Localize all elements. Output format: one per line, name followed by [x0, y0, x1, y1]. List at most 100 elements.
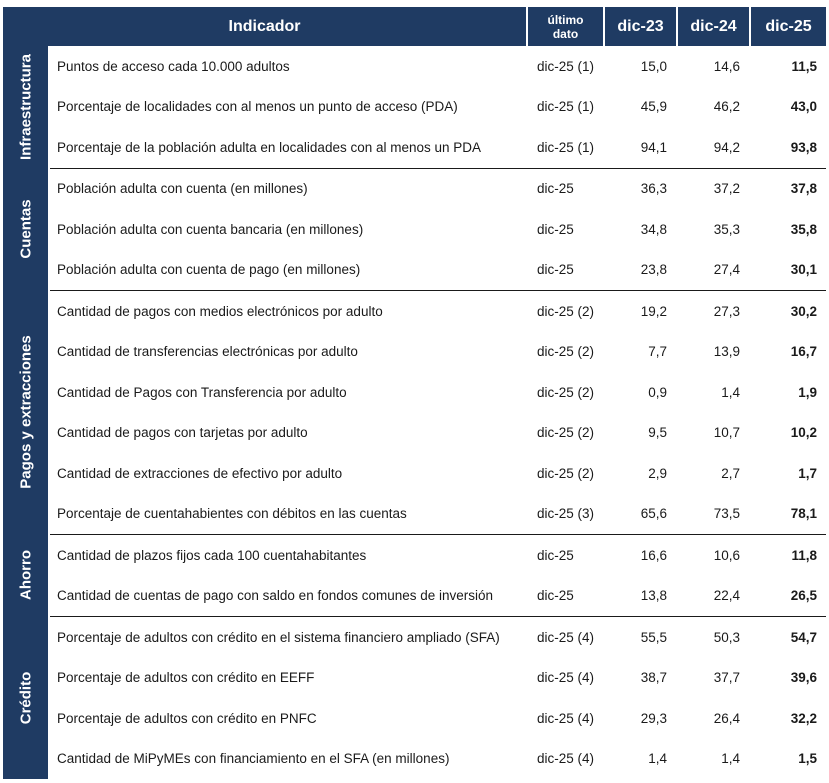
- value-dic-25: 26,5: [790, 588, 818, 604]
- value-dic-25: 1,7: [798, 465, 818, 481]
- last-data-value: dic-25: [528, 167, 606, 210]
- value-dic-24: 73,5: [713, 506, 741, 522]
- table-row: Cantidad de pagos con tarjetas por adult…: [3, 413, 826, 454]
- header-indicator: Indicador: [3, 7, 529, 46]
- header-dic-24: dic-24: [678, 7, 752, 46]
- value-dic-24: 10,7: [713, 425, 741, 441]
- indicator-name: Porcentaje de adultos con crédito en EEF…: [57, 670, 315, 686]
- indicators-table: Indicador último dato dic-23 dic-24 dic-…: [3, 7, 827, 780]
- table-row: Porcentaje de localidades con al menos u…: [3, 87, 826, 128]
- value-dic-24: 27,3: [678, 290, 752, 332]
- indicator-name: Porcentaje de adultos con crédito en PNF…: [57, 710, 317, 726]
- last-data-value: dic-25: [537, 262, 574, 278]
- table-row: Pagos y extracciones Cantidad de pagos co…: [3, 290, 827, 534]
- value-dic-25: 30,1: [790, 262, 818, 278]
- last-data-value: dic-25 (4): [537, 751, 595, 767]
- indicator-name: Porcentaje de adultos con crédito en el …: [50, 616, 529, 658]
- value-dic-23: 9,5: [648, 425, 668, 441]
- value-dic-24: 1,4: [721, 384, 741, 400]
- last-data-value: dic-25 (4): [528, 616, 606, 658]
- value-dic-23: 45,9: [640, 99, 668, 115]
- table-row: Cuentas Población adulta con cuenta (en m…: [3, 167, 827, 290]
- last-data-value: dic-25 (1): [537, 139, 595, 155]
- table-row: Cantidad de cuentas de pago con saldo en…: [3, 576, 826, 617]
- value-dic-23: 38,7: [640, 670, 668, 686]
- indicator-name: Cantidad de cuentas de pago con saldo en…: [57, 588, 494, 604]
- value-dic-24: 14,6: [713, 58, 741, 74]
- last-data-value: dic-25 (2): [537, 425, 595, 441]
- table-row: Porcentaje de adultos con crédito en EEF…: [3, 658, 826, 699]
- indicator-name: Cantidad de plazos fijos cada 100 cuenta…: [50, 534, 529, 576]
- header-row: Indicador último dato dic-23 dic-24 dic-…: [3, 7, 827, 46]
- group-cell: Cuentas: [3, 167, 50, 290]
- value-dic-25: 37,8: [751, 167, 827, 210]
- last-data-value: dic-25 (1): [537, 58, 595, 74]
- value-dic-24: 94,2: [713, 139, 741, 155]
- header-last-data-line2: dato: [552, 26, 579, 41]
- header-last-data-line1: último: [547, 12, 584, 27]
- value-dic-24: 10,6: [678, 534, 752, 576]
- value-dic-23: 29,3: [640, 710, 668, 726]
- value-dic-23: 55,5: [605, 616, 679, 658]
- table-header: Indicador último dato dic-23 dic-24 dic-…: [3, 7, 827, 46]
- indicator-name: Población adulta con cuenta de pago (en …: [57, 262, 361, 278]
- indicator-name: Porcentaje de cuentahabientes con débito…: [57, 506, 407, 522]
- value-dic-23: 34,8: [640, 221, 668, 237]
- group-cell: Pagos y extracciones: [3, 290, 50, 534]
- last-data-value: dic-25: [528, 534, 606, 576]
- table-row: Población adulta con cuenta bancaria (en…: [3, 209, 826, 250]
- value-dic-25: 39,6: [790, 670, 818, 686]
- value-dic-23: 65,6: [640, 506, 668, 522]
- group-label: Crédito: [17, 671, 34, 724]
- value-dic-23: 94,1: [640, 139, 668, 155]
- last-data-value: dic-25 (2): [537, 384, 595, 400]
- table-row: Cantidad de Pagos con Transferencia por …: [3, 372, 826, 413]
- value-dic-25: 1,9: [798, 384, 818, 400]
- value-dic-24: 37,2: [678, 167, 752, 210]
- value-dic-23: 16,6: [605, 534, 679, 576]
- value-dic-25: 30,2: [751, 290, 827, 332]
- group-label: Infraestructura: [17, 53, 34, 160]
- table-row: Ahorro Cantidad de plazos fijos cada 100 …: [3, 534, 827, 616]
- value-dic-25: 11,5: [791, 58, 818, 74]
- table-row: Cantidad de transferencias electrónicas …: [3, 332, 826, 373]
- group-cell: Infraestructura: [3, 46, 50, 168]
- indicator-name: Porcentaje de localidades con al menos u…: [57, 99, 458, 115]
- last-data-value: dic-25 (2): [528, 290, 606, 332]
- indicator-name: Cantidad de pagos con medios electrónico…: [50, 290, 529, 332]
- value-dic-23: 1,4: [648, 751, 668, 767]
- value-dic-24: 26,4: [713, 710, 741, 726]
- table-row: Porcentaje de cuentahabientes con débito…: [3, 494, 826, 535]
- value-dic-24: 13,9: [713, 344, 741, 360]
- last-data-value: dic-25 (4): [537, 670, 595, 686]
- value-dic-24: 37,7: [713, 670, 741, 686]
- group-label: Ahorro: [17, 550, 34, 600]
- table-row: Porcentaje de la población adulta en loc…: [3, 127, 826, 168]
- indicator-name: Puntos de acceso cada 10.000 adultos: [57, 58, 290, 74]
- table-row: Población adulta con cuenta de pago (en …: [3, 250, 826, 291]
- indicator-name: Población adulta con cuenta bancaria (en…: [57, 221, 364, 237]
- last-data-value: dic-25 (4): [537, 710, 595, 726]
- header-dic-23: dic-23: [605, 7, 679, 46]
- table-row: Crédito Porcentaje de adultos con crédito…: [3, 616, 827, 779]
- value-dic-23: 19,2: [605, 290, 679, 332]
- last-data-value: dic-25 (2): [537, 344, 595, 360]
- indicator-name: Población adulta con cuenta (en millones…: [50, 167, 529, 210]
- header-last-data: último dato: [528, 7, 606, 46]
- last-data-value: dic-25 (3): [537, 506, 595, 522]
- table-row: Cantidad de MiPyMEs con financiamiento e…: [3, 739, 826, 780]
- value-dic-24: 50,3: [678, 616, 752, 658]
- last-data-value: dic-25: [537, 588, 574, 604]
- indicator-name: Cantidad de transferencias electrónicas …: [57, 344, 358, 360]
- value-dic-23: 7,7: [648, 344, 668, 360]
- value-dic-25: 16,7: [790, 344, 818, 360]
- value-dic-24: 46,2: [713, 99, 741, 115]
- value-dic-25: 32,2: [790, 710, 818, 726]
- value-dic-24: 35,3: [713, 221, 741, 237]
- value-dic-23: 23,8: [640, 262, 668, 278]
- group-label: Pagos y extracciones: [17, 335, 34, 489]
- value-dic-24: 27,4: [713, 262, 741, 278]
- value-dic-23: 2,9: [648, 465, 668, 481]
- value-dic-25: 11,8: [751, 534, 827, 576]
- value-dic-24: 2,7: [721, 465, 741, 481]
